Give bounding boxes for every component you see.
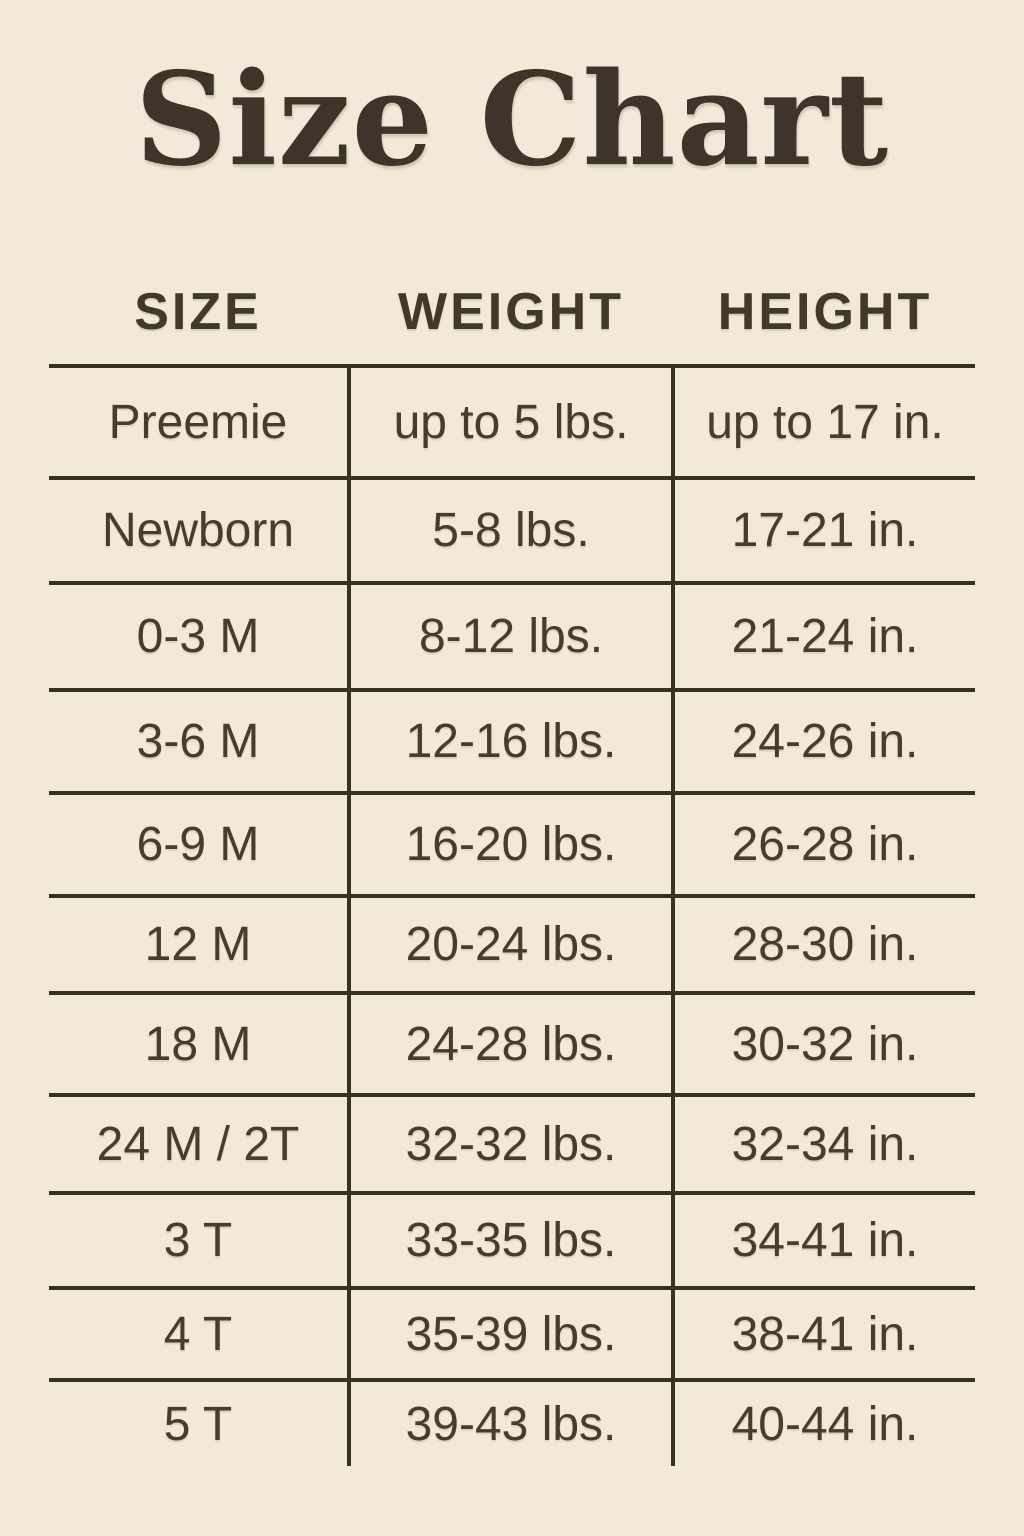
size-cell: Preemie bbox=[108, 395, 288, 449]
height-cell: 17-21 in. bbox=[731, 504, 919, 558]
size-cell: 0-3 M bbox=[136, 610, 260, 664]
weight-cell: 20-24 lbs. bbox=[347, 898, 675, 992]
table-row: 24 M / 2T 32-32 lbs. 32-34 in. bbox=[49, 1097, 975, 1196]
table-row: 6-9 M 16-20 lbs. 26-28 in. bbox=[49, 795, 975, 899]
height-cell: 32-34 in. bbox=[731, 1117, 919, 1171]
table-row: 5 T 39-43 lbs. 40-44 in. bbox=[49, 1382, 975, 1467]
size-cell: 6-9 M bbox=[136, 818, 260, 872]
size-chart-table: Preemie up to 5 lbs. up to 17 in. Newbor… bbox=[49, 364, 975, 1467]
height-cell: 30-32 in. bbox=[731, 1017, 919, 1071]
height-cell: 28-30 in. bbox=[731, 918, 919, 972]
column-header-size: SIZE bbox=[134, 283, 262, 342]
size-cell: 18 M bbox=[144, 1017, 252, 1071]
size-cell: Newborn bbox=[101, 504, 295, 558]
height-cell: 24-26 in. bbox=[731, 715, 919, 769]
column-header-height: HEIGHT bbox=[717, 283, 933, 342]
height-cell: 21-24 in. bbox=[731, 610, 919, 664]
weight-cell: 5-8 lbs. bbox=[347, 480, 675, 582]
weight-cell: 8-12 lbs. bbox=[347, 585, 675, 689]
weight-cell: 12-16 lbs. bbox=[347, 692, 675, 792]
table-row: Newborn 5-8 lbs. 17-21 in. bbox=[49, 480, 975, 586]
size-cell: 3-6 M bbox=[136, 715, 260, 769]
table-row: Preemie up to 5 lbs. up to 17 in. bbox=[49, 368, 975, 481]
weight-cell: 35-39 lbs. bbox=[347, 1290, 675, 1379]
size-cell: 12 M bbox=[144, 918, 252, 972]
size-cell: 4 T bbox=[163, 1307, 233, 1361]
weight-cell: 24-28 lbs. bbox=[347, 995, 675, 1094]
table-row: 3 T 33-35 lbs. 34-41 in. bbox=[49, 1195, 975, 1291]
table-row: 3-6 M 12-16 lbs. 24-26 in. bbox=[49, 692, 975, 796]
size-cell: 24 M / 2T bbox=[96, 1117, 300, 1171]
table-row: 4 T 35-39 lbs. 38-41 in. bbox=[49, 1290, 975, 1383]
weight-cell: up to 5 lbs. bbox=[347, 368, 675, 477]
weight-cell: 39-43 lbs. bbox=[347, 1382, 675, 1467]
weight-cell: 33-35 lbs. bbox=[347, 1195, 675, 1287]
weight-cell: 16-20 lbs. bbox=[347, 795, 675, 895]
column-header-weight: WEIGHT bbox=[398, 283, 624, 342]
height-cell: up to 17 in. bbox=[706, 395, 944, 449]
height-cell: 40-44 in. bbox=[731, 1397, 919, 1451]
height-cell: 26-28 in. bbox=[731, 818, 919, 872]
height-cell: 34-41 in. bbox=[731, 1214, 919, 1268]
height-cell: 38-41 in. bbox=[731, 1307, 919, 1361]
table-row: 12 M 20-24 lbs. 28-30 in. bbox=[49, 898, 975, 996]
weight-cell: 32-32 lbs. bbox=[347, 1097, 675, 1192]
table-row: 18 M 24-28 lbs. 30-32 in. bbox=[49, 995, 975, 1098]
table-row: 0-3 M 8-12 lbs. 21-24 in. bbox=[49, 585, 975, 693]
size-cell: 5 T bbox=[163, 1397, 233, 1451]
size-cell: 3 T bbox=[163, 1214, 233, 1268]
table-column-headers: SIZE WEIGHT HEIGHT bbox=[49, 282, 975, 341]
page-title: Size Chart bbox=[134, 45, 890, 195]
